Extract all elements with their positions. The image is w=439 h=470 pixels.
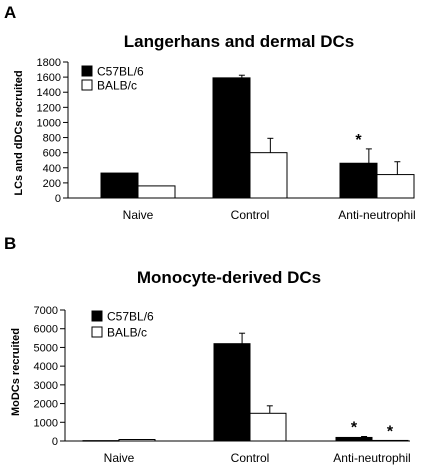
panel-b-letter: B — [4, 234, 16, 253]
chart-a-title: Langerhans and dermal DCs — [124, 32, 355, 51]
chart-b-significance-star: * — [351, 420, 358, 437]
chart-b-bar-balbc — [371, 439, 409, 442]
chart-a-y-tick-label: 0 — [55, 193, 61, 205]
chart-a-x-category-label: Control — [231, 208, 270, 222]
chart-b-bar-c57bl6 — [213, 343, 251, 442]
chart-b-y-tick-label: 7000 — [34, 305, 58, 317]
chart-a-y-tick-label: 200 — [43, 178, 61, 190]
chart-b-legend-label-c57bl6: C57BL/6 — [107, 310, 154, 324]
chart-b-x-category-label: Naive — [104, 451, 135, 465]
chart-a-legend-swatch-balbc — [81, 79, 93, 91]
chart-a-bar-balbc — [376, 174, 415, 199]
chart-a-y-tick-label: 400 — [43, 163, 61, 175]
chart-b-y-axis-label: MoDCs recruited — [10, 328, 22, 416]
chart-a-y-tick-label: 1800 — [37, 57, 61, 69]
chart-a-bar-balbc — [137, 185, 176, 199]
chart-a-x-category-label: Naive — [123, 208, 154, 222]
chart-a-bar-c57bl6 — [212, 77, 251, 199]
chart-b-bar-c57bl6 — [82, 440, 120, 442]
chart-b-y-tick-label: 0 — [52, 436, 58, 448]
chart-b-x-category-label: Control — [231, 451, 270, 465]
chart-b-legend-swatch-balbc — [91, 326, 103, 338]
chart-b-y-tick-label: 1000 — [34, 417, 58, 429]
chart-a-legend-label-c57bl6: C57BL/6 — [97, 65, 144, 79]
chart-a-y-tick-label: 1000 — [37, 117, 61, 129]
chart-a-y-axis-label: LCs and dDCs recruited — [13, 70, 25, 195]
chart-b-y-tick-label: 2000 — [34, 399, 58, 411]
chart-b-legend-label-balbc: BALB/c — [107, 326, 147, 340]
chart-b-bar-c57bl6 — [335, 436, 373, 442]
chart-b-bar-balbc — [118, 439, 156, 442]
chart-b-plot: 0 1000 2000 3000 4000 5000 6000 7000 Naive Contro… — [34, 305, 411, 465]
chart-a-bar-c57bl6 — [100, 172, 139, 199]
chart-b-y-tick-label: 3000 — [34, 380, 58, 392]
chart-a-significance-star: * — [355, 132, 362, 149]
chart-a-y-tick-label: 1400 — [37, 87, 61, 99]
chart-b-legend-swatch-c57bl6 — [91, 310, 103, 322]
chart-a-legend-swatch-c57bl6 — [81, 65, 93, 77]
chart-b-y-tick-label: 5000 — [34, 342, 58, 354]
chart-b-significance-star: * — [387, 423, 394, 440]
chart-b-y-tick-label: 6000 — [34, 324, 58, 336]
chart-b-y-tick-label: 4000 — [34, 361, 58, 373]
chart-b-title: Monocyte-derived DCs — [137, 268, 321, 287]
chart-b-bar-balbc — [249, 412, 287, 442]
chart-a-legend-label-balbc: BALB/c — [97, 79, 137, 93]
chart-a-bar-c57bl6 — [339, 162, 378, 199]
chart-a-bar-balbc — [249, 152, 288, 199]
chart-a-y-tick-label: 1200 — [37, 102, 61, 114]
panel-a-letter: A — [4, 3, 16, 22]
chart-a-plot: 0 200 400 600 800 1000 1200 1400 1600 1800 Naive Co… — [37, 57, 416, 222]
chart-b-x-category-label: Anti-neutrophil — [333, 451, 410, 465]
chart-a-y-tick-label: 800 — [43, 133, 61, 145]
chart-a-x-category-label: Anti-neutrophil — [338, 208, 415, 222]
chart-a-y-tick-label: 600 — [43, 148, 61, 160]
chart-a-y-tick-label: 1600 — [37, 72, 61, 84]
